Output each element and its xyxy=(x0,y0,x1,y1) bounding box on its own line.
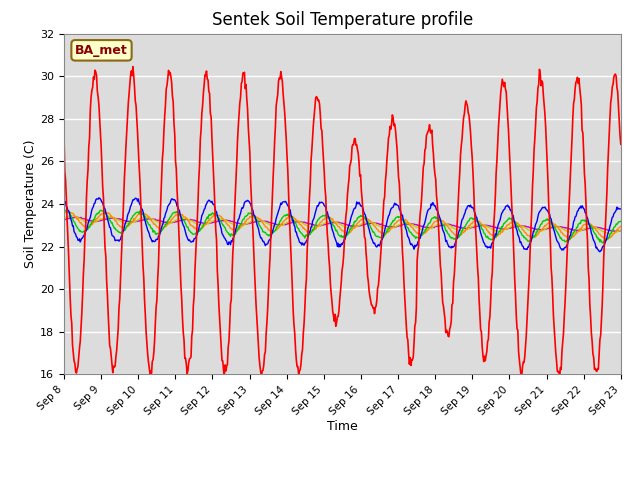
-20cm xyxy=(596,249,604,254)
-40cm xyxy=(565,237,573,242)
-50cm xyxy=(128,220,136,226)
-50cm xyxy=(617,227,625,232)
Line: -20cm: -20cm xyxy=(64,198,621,252)
Line: -40cm: -40cm xyxy=(64,212,621,240)
-40cm xyxy=(428,224,435,229)
-10cm xyxy=(127,68,135,74)
Text: BA_met: BA_met xyxy=(75,44,128,57)
-20cm xyxy=(411,242,419,248)
-30cm xyxy=(60,207,68,213)
-60cm xyxy=(411,222,419,228)
-10cm xyxy=(70,358,78,364)
-10cm xyxy=(617,141,625,147)
-30cm xyxy=(617,218,625,224)
-20cm xyxy=(617,206,625,212)
-20cm xyxy=(214,215,222,221)
-30cm xyxy=(599,240,607,246)
-10cm xyxy=(428,130,435,136)
-50cm xyxy=(428,226,435,231)
-20cm xyxy=(70,228,78,234)
-60cm xyxy=(428,225,435,230)
-40cm xyxy=(60,210,68,216)
-40cm xyxy=(411,228,419,234)
-50cm xyxy=(411,223,419,229)
-10cm xyxy=(214,282,222,288)
X-axis label: Time: Time xyxy=(327,420,358,432)
-10cm xyxy=(60,133,68,139)
-50cm xyxy=(185,217,193,223)
-20cm xyxy=(60,198,68,204)
-40cm xyxy=(214,213,222,218)
Title: Sentek Soil Temperature profile: Sentek Soil Temperature profile xyxy=(212,11,473,29)
-10cm xyxy=(411,324,419,329)
-60cm xyxy=(74,214,82,220)
-50cm xyxy=(214,216,222,222)
-40cm xyxy=(185,218,193,224)
Y-axis label: Soil Temperature (C): Soil Temperature (C) xyxy=(24,140,37,268)
Line: -30cm: -30cm xyxy=(64,210,621,243)
-10cm xyxy=(129,64,137,70)
-10cm xyxy=(185,360,193,366)
-60cm xyxy=(214,218,222,224)
-40cm xyxy=(128,219,136,225)
-10cm xyxy=(556,375,563,381)
-20cm xyxy=(428,201,435,207)
-20cm xyxy=(185,238,193,243)
-50cm xyxy=(605,231,613,237)
-50cm xyxy=(60,216,68,221)
-50cm xyxy=(68,213,76,218)
-60cm xyxy=(70,215,78,220)
-60cm xyxy=(617,228,625,233)
-30cm xyxy=(214,215,222,221)
-60cm xyxy=(60,217,68,223)
-30cm xyxy=(71,220,79,226)
-40cm xyxy=(71,214,79,219)
-60cm xyxy=(611,228,618,234)
-40cm xyxy=(64,209,72,215)
-30cm xyxy=(61,207,68,213)
Line: -50cm: -50cm xyxy=(64,216,621,234)
-20cm xyxy=(128,199,136,205)
-40cm xyxy=(617,223,625,229)
-30cm xyxy=(411,233,419,239)
-20cm xyxy=(95,195,102,201)
-30cm xyxy=(128,215,136,220)
-30cm xyxy=(185,227,193,233)
-30cm xyxy=(428,217,435,223)
Line: -60cm: -60cm xyxy=(64,217,621,231)
-60cm xyxy=(185,217,193,223)
-60cm xyxy=(128,219,136,225)
-50cm xyxy=(71,214,79,219)
Line: -10cm: -10cm xyxy=(64,67,621,378)
